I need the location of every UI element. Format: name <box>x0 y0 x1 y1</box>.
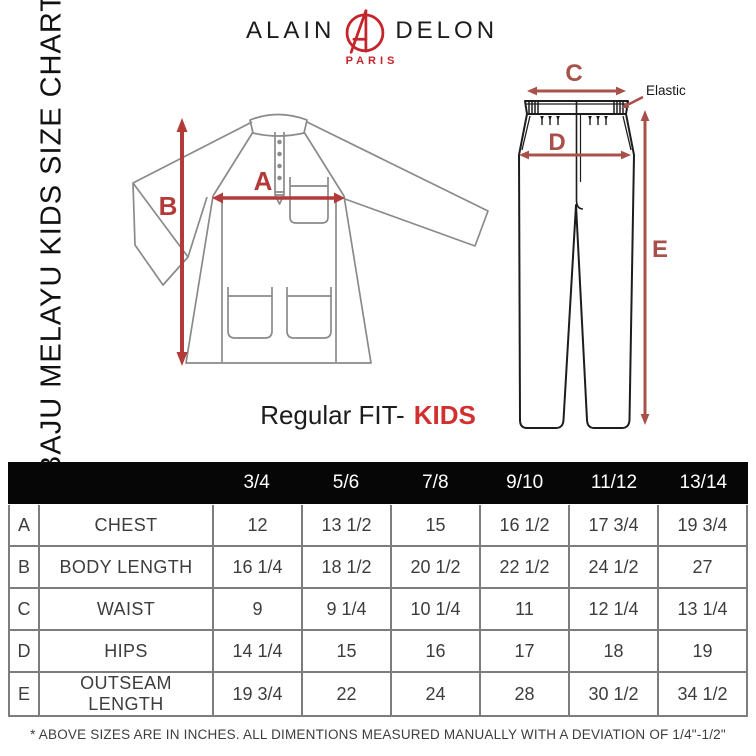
measure-label-hips: D <box>548 129 565 156</box>
size-value: 18 <box>568 629 659 673</box>
size-value: 27 <box>657 545 748 589</box>
row-label: OUTSEAM LENGTH <box>38 671 214 717</box>
size-value: 22 1/2 <box>479 545 570 589</box>
size-value: 34 1/2 <box>657 671 748 717</box>
size-column-header: 13/14 <box>679 472 728 493</box>
size-value: 16 1/4 <box>212 545 303 589</box>
table-row: C WAIST 9 9 1/4 10 1/4 11 12 1/4 13 1/4 <box>8 587 748 631</box>
measure-label-waist: C <box>565 60 582 87</box>
size-value: 19 3/4 <box>657 505 748 547</box>
pants-measure-arrows <box>519 86 650 425</box>
measure-label-chest: A <box>254 166 273 196</box>
size-value: 17 <box>479 629 570 673</box>
row-label: HIPS <box>38 629 214 673</box>
size-value: 10 1/4 <box>390 587 481 631</box>
size-value: 15 <box>390 505 481 547</box>
size-value: 11 <box>479 587 570 631</box>
size-column-header: 3/4 <box>243 472 270 493</box>
size-value: 12 <box>212 505 303 547</box>
size-value: 13 1/4 <box>657 587 748 631</box>
page-title-vertical: BAJU MELAYU KIDS SIZE CHART <box>35 0 68 475</box>
size-value: 28 <box>479 671 570 717</box>
table-row: B BODY LENGTH 16 1/4 18 1/2 20 1/2 22 1/2 24 1… <box>8 545 748 589</box>
brand-word-alain: ALAIN <box>245 17 336 44</box>
size-value: 13 1/2 <box>301 505 392 547</box>
pants-diagram: C D E Elastic <box>518 60 686 429</box>
size-column-header: 5/6 <box>332 472 360 493</box>
size-value: 16 <box>390 629 481 673</box>
row-label: CHEST <box>38 505 214 547</box>
size-table: 3/4 5/6 7/8 9/10 11/12 13/14 A CHEST 12 13 1/2 15… <box>8 462 748 717</box>
size-table-body: A CHEST 12 13 1/2 15 16 1/2 17 3/4 19 3/4 B BODY … <box>8 505 748 717</box>
size-value: 14 1/4 <box>212 629 303 673</box>
size-table-grid: A CHEST 12 13 1/2 15 16 1/2 17 3/4 19 3/4 B BODY … <box>8 505 748 717</box>
size-value: 24 1/2 <box>568 545 659 589</box>
table-row: E OUTSEAM LENGTH 19 3/4 22 24 28 30 1/2 34 1/2 <box>8 671 748 717</box>
row-key: B <box>8 545 40 589</box>
size-value: 18 1/2 <box>301 545 392 589</box>
shirt-diagram: A B <box>132 113 489 366</box>
brand-word-delon: DELON <box>395 17 499 44</box>
fit-label: Regular FIT- KIDS <box>260 400 476 431</box>
size-value: 9 <box>212 587 303 631</box>
footnote: * ABOVE SIZES ARE IN INCHES. ALL DIMENTI… <box>30 727 726 742</box>
size-value: 15 <box>301 629 392 673</box>
size-value: 20 1/2 <box>390 545 481 589</box>
size-value: 22 <box>301 671 392 717</box>
row-key: D <box>8 629 40 673</box>
size-value: 30 1/2 <box>568 671 659 717</box>
size-column-header: 7/8 <box>422 472 449 493</box>
size-value: 17 3/4 <box>568 505 659 547</box>
size-value: 24 <box>390 671 481 717</box>
table-row: D HIPS 14 1/4 15 16 17 18 19 <box>8 629 748 673</box>
fit-highlight: KIDS <box>413 400 476 430</box>
table-row: A CHEST 12 13 1/2 15 16 1/2 17 3/4 19 3/4 <box>8 505 748 547</box>
brand-monogram-icon <box>346 9 385 54</box>
brand-city: PARIS <box>345 55 399 67</box>
brand-logo: ALAIN DELON PARIS <box>246 8 498 67</box>
size-value: 16 1/2 <box>479 505 570 547</box>
row-key: E <box>8 671 40 717</box>
size-column-header: 9/10 <box>506 472 544 493</box>
size-value: 19 <box>657 629 748 673</box>
size-table-header: 3/4 5/6 7/8 9/10 11/12 13/14 <box>8 462 748 504</box>
elastic-note: Elastic <box>646 83 686 98</box>
size-value: 9 1/4 <box>301 587 392 631</box>
shirt-measure-arrows <box>176 118 345 366</box>
row-key: C <box>8 587 40 631</box>
measure-label-outseam: E <box>652 236 668 263</box>
size-value: 19 3/4 <box>212 671 303 717</box>
brand-row: ALAIN DELON <box>246 8 498 54</box>
fit-prefix: Regular FIT- <box>260 400 405 430</box>
size-column-header: 11/12 <box>590 472 638 493</box>
row-key: A <box>8 505 40 547</box>
row-label: BODY LENGTH <box>38 545 214 589</box>
size-value: 12 1/4 <box>568 587 659 631</box>
row-label: WAIST <box>38 587 214 631</box>
measure-label-body-length: B <box>159 191 178 221</box>
